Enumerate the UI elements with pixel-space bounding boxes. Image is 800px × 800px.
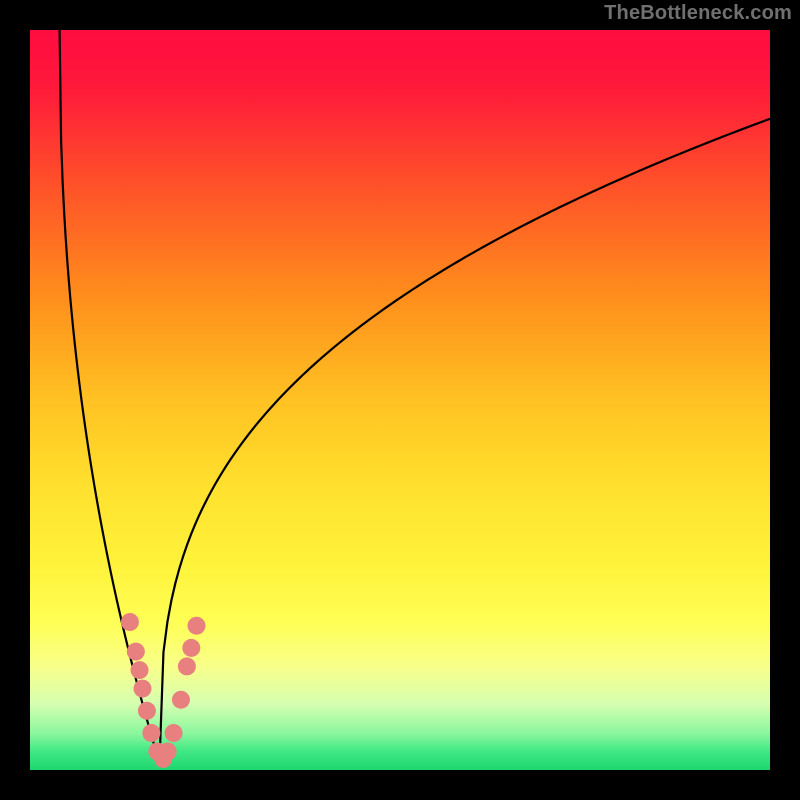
data-marker [127, 643, 145, 661]
data-marker [165, 724, 183, 742]
plot-area [30, 30, 770, 770]
bottleneck-curve [30, 30, 770, 770]
data-marker [142, 724, 160, 742]
curve-path [60, 30, 770, 763]
data-marker [131, 661, 149, 679]
data-marker [159, 743, 177, 761]
chart-frame: TheBottleneck.com [0, 0, 800, 800]
watermark-text: TheBottleneck.com [604, 2, 792, 25]
data-marker [182, 639, 200, 657]
data-marker [178, 657, 196, 675]
data-marker [133, 680, 151, 698]
data-marker [121, 613, 139, 631]
data-marker [172, 691, 190, 709]
data-marker [138, 702, 156, 720]
data-marker [188, 617, 206, 635]
